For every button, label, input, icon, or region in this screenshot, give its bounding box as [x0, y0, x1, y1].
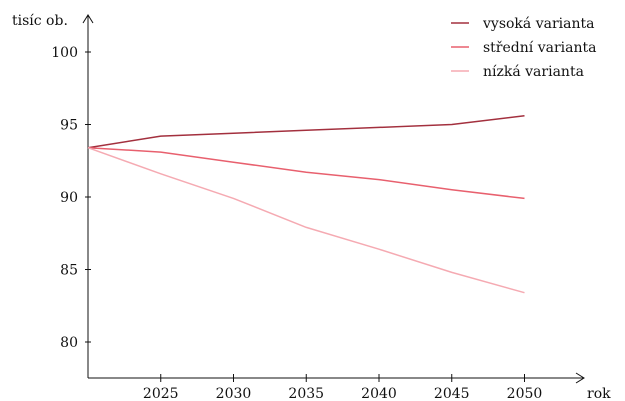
series-line-0 [87, 115, 525, 149]
series-line-1 [87, 146, 525, 200]
x-tick-label: 2045 [434, 386, 470, 401]
y-tick-label: 80 [60, 335, 78, 351]
legend-label-2: nízká varianta [483, 64, 584, 80]
x-tick-label: 2025 [143, 386, 179, 401]
x-tick-label: 2040 [361, 386, 397, 401]
y-axis-label: tisíc ob. [12, 13, 68, 29]
legend: vysoká varianta střední varianta nízká var… [451, 16, 596, 80]
y-axis-arrow [82, 14, 94, 24]
x-axis-arrow [575, 372, 585, 384]
legend-label-0: vysoká varianta [482, 16, 594, 32]
axes: 2025 2030 2035 2040 2045 2050 80 85 90 95 100 tisíc… [12, 13, 611, 401]
y-tick-label: 100 [51, 45, 78, 61]
y-tick-label: 95 [60, 118, 78, 134]
x-tick-label: 2035 [288, 386, 324, 401]
legend-label-1: střední varianta [483, 40, 596, 56]
series-line-2 [87, 146, 525, 294]
x-tick-label: 2050 [507, 386, 543, 401]
y-tick-label: 90 [60, 190, 78, 206]
x-tick-label: 2030 [216, 386, 252, 401]
plot-area [87, 115, 525, 294]
x-axis-label: rok [587, 386, 611, 401]
y-tick-label: 85 [60, 263, 78, 279]
